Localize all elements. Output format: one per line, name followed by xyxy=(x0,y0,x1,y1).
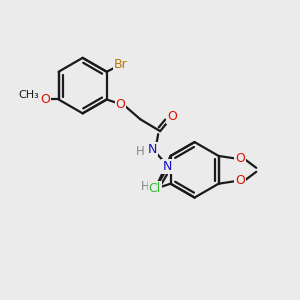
Text: Cl: Cl xyxy=(148,182,161,195)
Text: CH₃: CH₃ xyxy=(19,89,39,100)
Text: O: O xyxy=(236,174,245,187)
Text: H: H xyxy=(141,180,150,193)
Text: N: N xyxy=(148,142,157,155)
Text: O: O xyxy=(40,93,50,106)
Text: Br: Br xyxy=(114,58,128,71)
Text: N: N xyxy=(162,160,172,173)
Text: O: O xyxy=(236,152,245,165)
Text: H: H xyxy=(136,146,145,158)
Text: O: O xyxy=(167,110,177,123)
Text: O: O xyxy=(116,98,125,111)
